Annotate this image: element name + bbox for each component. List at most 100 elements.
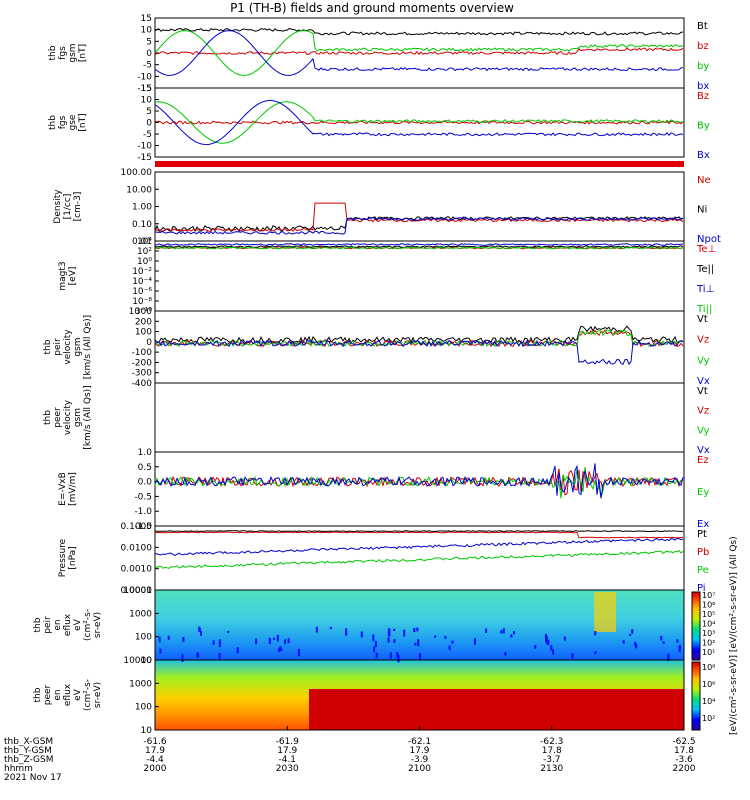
x-tick-label: -62.3 xyxy=(540,737,563,747)
y-axis-label: gsm xyxy=(68,43,78,62)
y-axis-label: peer xyxy=(43,684,53,705)
series-bz xyxy=(154,47,684,56)
y-tick-label: -0.5 xyxy=(134,492,152,502)
y-tick-label: 10⁻⁴ xyxy=(132,277,152,287)
y-axis-label: eflux xyxy=(63,613,73,636)
y-tick-label: 1.0 xyxy=(138,448,153,458)
y-axis-label: gsm xyxy=(73,408,83,427)
ion-spectrogram-pixel xyxy=(513,631,516,635)
y-axis-label: thb xyxy=(43,410,53,425)
panel-frame xyxy=(154,525,685,591)
legend-entry: by xyxy=(697,61,709,72)
ion-spectrogram-pixel xyxy=(375,652,378,659)
colorbar-electron-tick: 10⁴ xyxy=(702,697,715,706)
ion-spectrogram-pixel xyxy=(287,638,290,644)
x-tick-label: -62.5 xyxy=(672,737,695,747)
ion-spectrogram-pixel xyxy=(473,638,476,645)
y-axis-label: [nT] xyxy=(78,44,88,62)
x-row-label: hhmm xyxy=(4,764,33,774)
y-tick-label: 1000 xyxy=(129,679,152,689)
chart-title: P1 (TH-B) fields and ground moments over… xyxy=(230,1,514,15)
ion-spectrogram-pixel xyxy=(660,635,663,641)
y-axis-label: en xyxy=(53,689,63,700)
ion-spectrogram-pixel xyxy=(417,639,420,647)
legend-entry: Bz xyxy=(697,91,709,102)
colorbar-ion-tick: 10¹ xyxy=(702,648,715,657)
y-tick-label: 10 xyxy=(141,96,153,106)
x-tick-label: -61.6 xyxy=(143,737,167,747)
series-Pt xyxy=(154,530,683,533)
y-tick-label: 10000 xyxy=(123,586,152,596)
ion-spectrogram-pixel xyxy=(393,639,396,643)
ion-spectrogram-pixel xyxy=(662,641,665,644)
x-tick-label: -3.7 xyxy=(543,755,561,765)
colorbar-ion-tick: 10⁴ xyxy=(702,620,715,629)
y-tick-label: -15 xyxy=(137,84,152,94)
colorbar-ion-tick: 10⁵ xyxy=(702,610,715,619)
x-tick-label: 17.9 xyxy=(145,746,165,756)
ion-spectrogram-pixel xyxy=(280,648,283,652)
y-axis-label: velocity xyxy=(63,399,73,435)
colorbar-label: [eV/(cm²-s-sr-eV)] [eV/(cm²-s-sr-eV)] (A… xyxy=(729,536,739,735)
y-tick-label: -10 xyxy=(137,142,152,152)
colorbar-ion-tick: 10² xyxy=(702,639,715,648)
x-tick-label: -61.9 xyxy=(276,737,300,747)
x-tick-label: 17.8 xyxy=(674,746,694,756)
series-By xyxy=(154,101,684,144)
ion-spectrogram-pixel xyxy=(416,627,419,632)
y-tick-label: 10⁰ xyxy=(137,257,152,267)
ion-spectrogram-pixel xyxy=(278,648,281,653)
y-axis-label: peer xyxy=(53,407,63,428)
legend-entry: Vz xyxy=(697,335,709,346)
y-axis-label: eV xyxy=(73,618,83,631)
x-tick-label: -4.1 xyxy=(278,755,296,765)
legend-entry: Pb xyxy=(697,547,709,558)
ion-spectrogram-pixel xyxy=(360,631,363,638)
x-tick-label: 2200 xyxy=(673,764,696,774)
legend-entry: bx xyxy=(697,81,709,92)
ion-spectrogram-pixel xyxy=(594,651,597,655)
legend-entry: Ne xyxy=(697,175,711,186)
colorbar-ion-tick: 10⁶ xyxy=(702,601,715,610)
y-tick-label: 10000 xyxy=(123,656,152,666)
y-tick-label: 0.10 xyxy=(132,220,152,230)
electron-spectrogram-red-band xyxy=(309,689,684,730)
legend-entry: Vx xyxy=(697,445,710,456)
x-tick-label: 2100 xyxy=(408,764,431,774)
x-tick-label: 17.9 xyxy=(409,746,429,756)
ion-spectrogram-pixel xyxy=(622,640,625,644)
y-axis-label: peir xyxy=(43,616,53,634)
series-efield xyxy=(154,463,684,499)
ion-spectrogram-pixel xyxy=(373,646,376,653)
ion-spectrogram-pixel xyxy=(397,655,400,663)
ion-spectrogram-pixel xyxy=(329,626,332,630)
y-axis-label: [km/s (All Qs)] xyxy=(83,385,93,449)
ion-spectrogram-pixel xyxy=(372,634,375,642)
y-axis-label: thb xyxy=(33,617,43,632)
panel-frame xyxy=(154,240,685,312)
y-axis-label: [mV/m] xyxy=(68,472,78,506)
y-tick-label: 0.5 xyxy=(138,463,152,473)
ion-spectrogram-pixel xyxy=(218,652,221,659)
y-axis-label: gsm xyxy=(73,337,83,356)
panel-frame xyxy=(154,171,685,242)
y-axis-label: fgs xyxy=(58,115,68,129)
y-tick-label: 100.00 xyxy=(121,168,153,178)
panel-frame xyxy=(154,310,685,384)
legend-entry: Bt xyxy=(697,21,708,32)
ion-spectrogram-pixel xyxy=(236,647,239,654)
ion-spectrogram-pixel xyxy=(396,652,399,658)
y-axis-label: [nPa] xyxy=(68,546,78,569)
y-axis-label: Density xyxy=(53,189,63,224)
legend-entry: Vy xyxy=(697,355,710,366)
y-tick-label: -100 xyxy=(132,348,153,358)
x-tick-label: 17.8 xyxy=(542,746,562,756)
ion-spectrogram-pixel xyxy=(387,628,390,637)
y-axis-label: Pressure xyxy=(58,538,68,577)
x-row-label: thb_Z-GSM xyxy=(4,755,53,765)
ion-spectrogram-pixel xyxy=(181,654,184,662)
y-tick-label: 10.00 xyxy=(126,185,152,195)
ion-spectrogram-pixel xyxy=(451,640,454,644)
y-axis-label: [eV] xyxy=(68,267,78,286)
colorbar-electron-tick: 10⁸ xyxy=(702,663,715,672)
